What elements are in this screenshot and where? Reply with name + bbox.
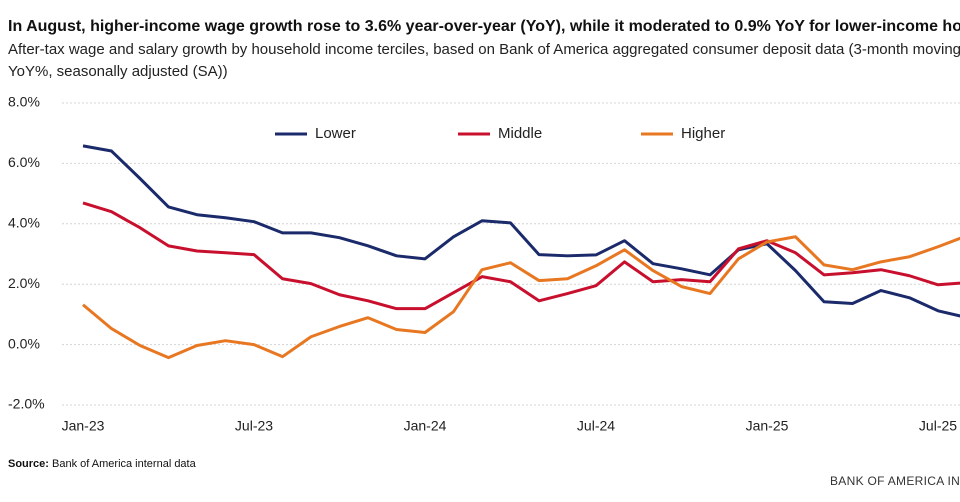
legend-label: Middle bbox=[498, 125, 542, 142]
x-tick-label: Jan-23 bbox=[62, 418, 105, 434]
plot-area bbox=[82, 144, 960, 360]
chart-subtitle: After-tax wage and salary growth by hous… bbox=[8, 41, 960, 58]
x-tick-label: Jul-24 bbox=[577, 418, 615, 434]
x-tick-label: Jul-25 bbox=[919, 418, 957, 434]
y-tick-label: 0.0% bbox=[8, 335, 40, 351]
footer: BANK OF AMERICA INSTITUTE bbox=[830, 474, 960, 488]
series-line bbox=[82, 235, 960, 360]
y-tick-label: 8.0% bbox=[8, 94, 40, 110]
chart-title: In August, higher-income wage growth ros… bbox=[8, 18, 960, 35]
y-tick-label: 6.0% bbox=[8, 154, 40, 170]
source: Source: Bank of America internal data bbox=[8, 458, 197, 470]
x-tick-label: Jan-25 bbox=[746, 418, 789, 434]
y-tick-label: 4.0% bbox=[8, 215, 40, 231]
legend-label: Higher bbox=[681, 125, 725, 142]
source-label: Source: bbox=[8, 458, 49, 470]
source-text: Bank of America internal data bbox=[52, 458, 197, 470]
x-tick-label: Jul-23 bbox=[235, 418, 273, 434]
legend: Lower Middle Higher bbox=[275, 125, 725, 142]
y-tick-label: -2.0% bbox=[8, 396, 45, 412]
series-line bbox=[82, 201, 960, 311]
chart-subtitle: YoY%, seasonally adjusted (SA)) bbox=[8, 63, 228, 80]
y-tick-label: 2.0% bbox=[8, 275, 40, 291]
legend-label: Lower bbox=[315, 125, 356, 142]
grid: -2.0% 0.0% 2.0% 4.0% 6.0% 8.0% Jan-23 Jul-23 Jan… bbox=[8, 94, 960, 434]
series-line bbox=[82, 144, 960, 318]
x-tick-label: Jan-24 bbox=[404, 418, 447, 434]
